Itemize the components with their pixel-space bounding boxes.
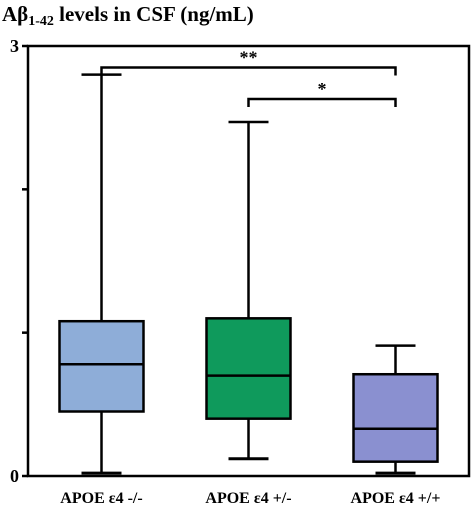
x-tick-label: APOE ε4 -/- xyxy=(60,490,142,507)
iqr-box xyxy=(58,319,145,413)
iqr-box xyxy=(352,372,439,463)
significance-label: ** xyxy=(240,48,258,68)
x-tick-label: APOE ε4 +/+ xyxy=(351,490,441,507)
title-prefix: Aβ xyxy=(2,2,29,26)
y-tick-label: 0 xyxy=(10,466,19,486)
significance-label: * xyxy=(318,79,327,99)
y-tick-label: 3 xyxy=(10,36,19,56)
chart-title: Aβ1-42 levels in CSF (ng/mL) xyxy=(2,2,254,30)
title-subscript: 1-42 xyxy=(28,14,54,29)
x-tick-label: APOE ε4 +/- xyxy=(205,490,291,507)
significance-bracket xyxy=(100,66,397,76)
title-suffix: levels in CSF (ng/mL) xyxy=(53,2,254,26)
significance-bracket xyxy=(247,97,397,108)
iqr-box xyxy=(205,317,292,420)
plot-frame xyxy=(26,44,471,478)
